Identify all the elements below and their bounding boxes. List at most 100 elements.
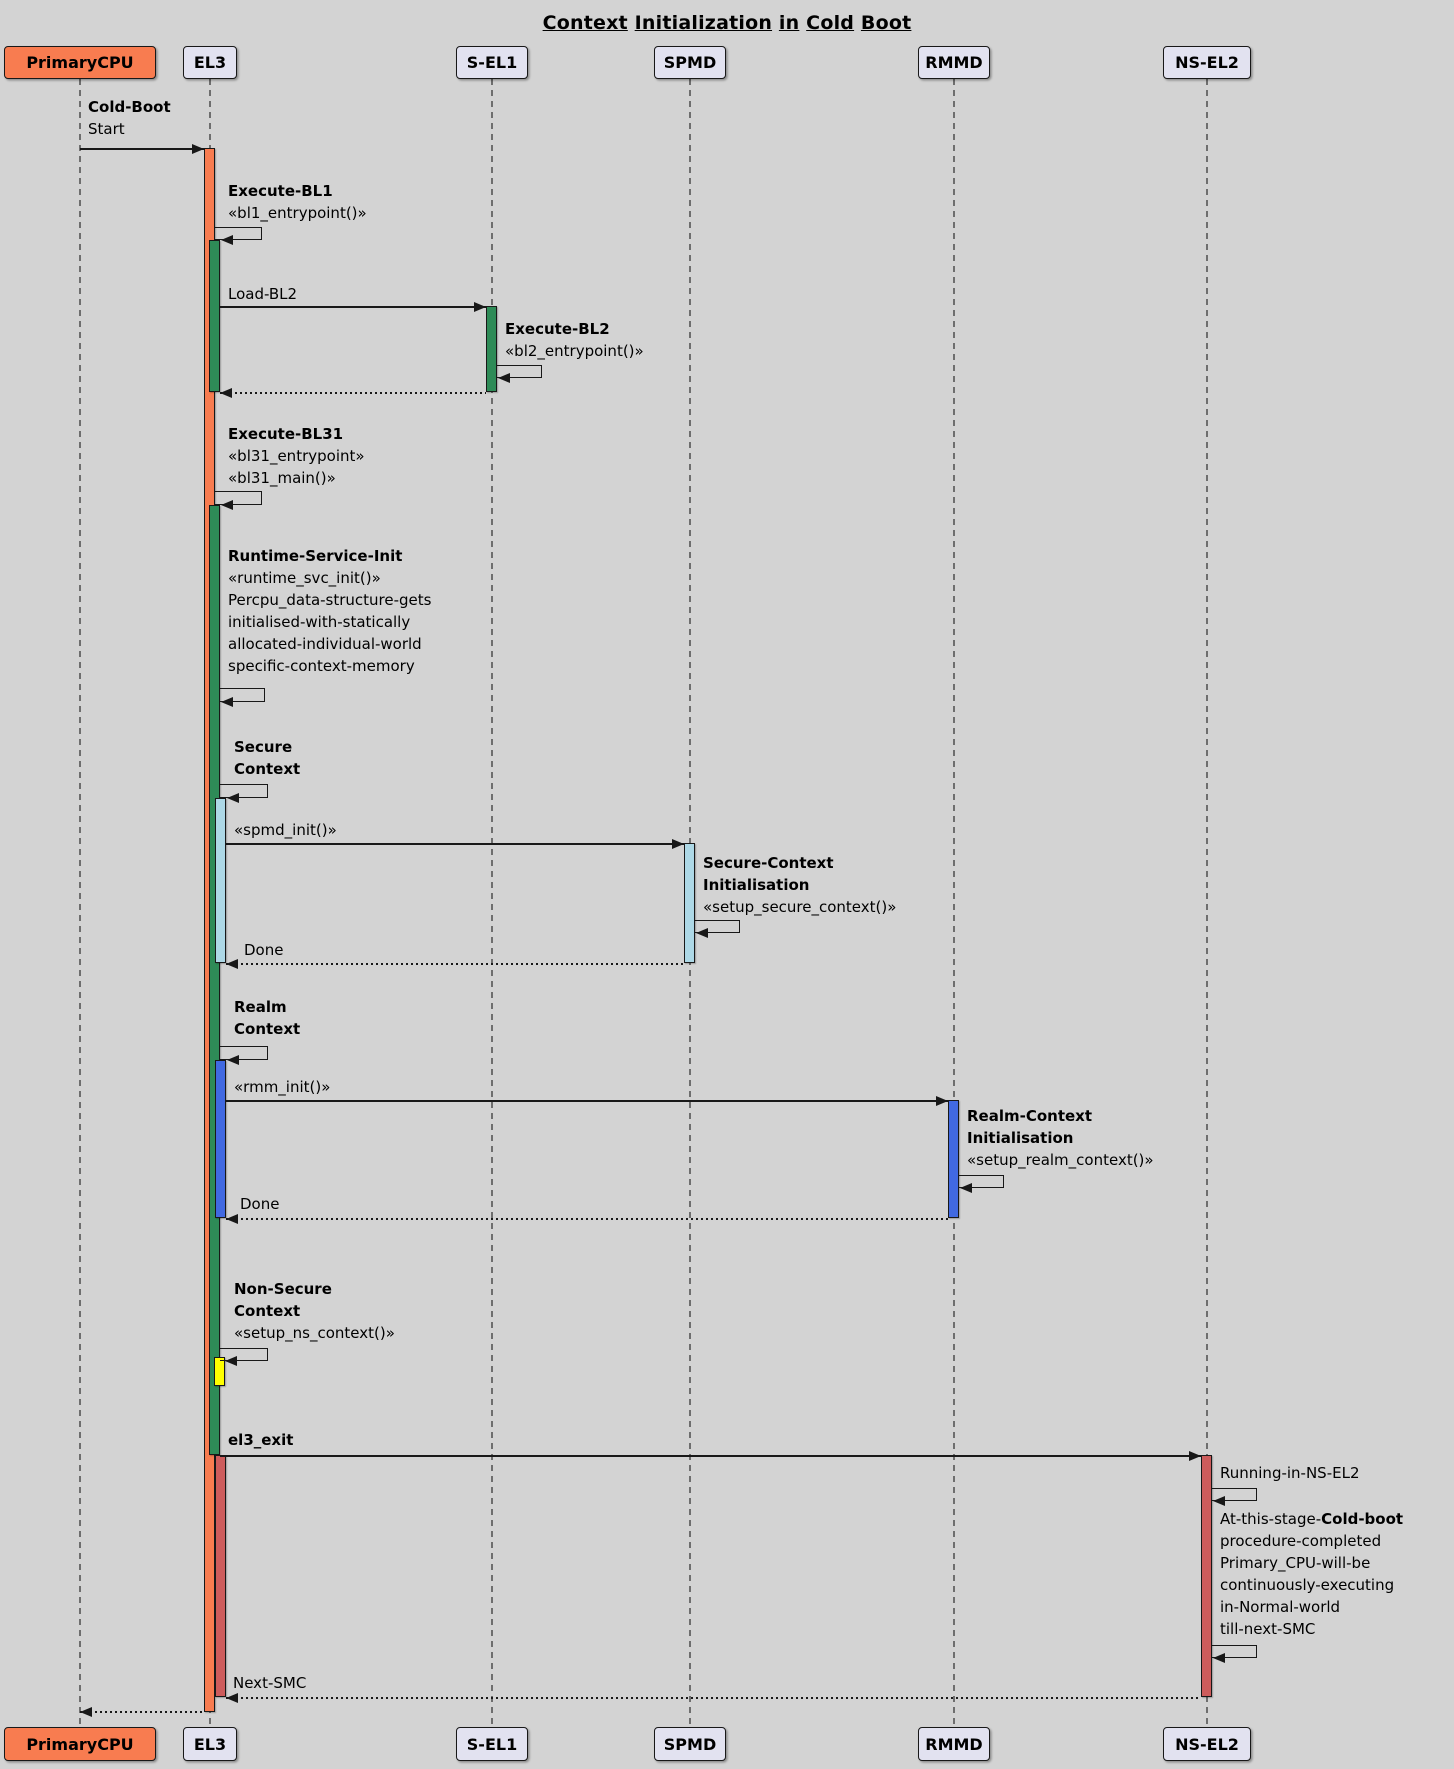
message-label-line: «bl31_main()»: [228, 467, 365, 489]
participant-label-rmmd: RMMD: [925, 1734, 983, 1754]
arrowhead-icon-secure-context-initialisation: [696, 928, 708, 938]
message-label-execute-bl1: Execute-BL1 «bl1_entrypoint()»: [228, 180, 367, 224]
message-label-line: Context: [234, 1018, 300, 1040]
message-label-text: continuously-executing: [1220, 1576, 1395, 1594]
activation-bar-el3-exit: [215, 1455, 226, 1697]
lifeline-primarycpu: [79, 79, 81, 1727]
participant-top-el3: EL3: [183, 46, 237, 79]
arrowhead-icon-realm-context: [227, 1055, 239, 1065]
message-label-text: Non-Secure: [234, 1280, 332, 1298]
message-label-text: Secure-Context: [703, 854, 834, 872]
arrowhead-icon-realm-context-initialisation: [960, 1183, 972, 1193]
arrowhead-icon-execute-bl1: [221, 235, 233, 245]
arrowhead-icon-rmmd-done: [226, 1213, 238, 1224]
message-label-text: Context: [234, 760, 301, 778]
message-label-text: initialised-with-statically: [228, 613, 411, 631]
participant-bottom-nsel2: NS-EL2: [1163, 1727, 1251, 1761]
message-label-text: Execute-BL2: [505, 320, 610, 338]
message-label-text: Cold-boot: [1321, 1510, 1404, 1528]
message-label-line: el3_exit: [228, 1429, 293, 1451]
message-label-line: Primary_CPU-will-be: [1220, 1552, 1403, 1574]
participant-label-rmmd: RMMD: [925, 53, 983, 72]
message-line-rmmd-done: [226, 1218, 948, 1220]
message-label-running-in-ns-el2: Running-in-NS-EL2: [1220, 1462, 1360, 1484]
arrowhead-icon-cold-boot-completed-note: [1213, 1653, 1225, 1663]
diagram-title-word: Boot: [860, 12, 912, 34]
diagram-title: Context Initialization in Cold Boot: [0, 12, 1454, 34]
message-label-line: Runtime-Service-Init: [228, 545, 431, 567]
message-label-line: Context: [234, 758, 300, 780]
arrowhead-icon-secure-context: [227, 793, 239, 803]
self-call-loop-execute-bl2: [497, 365, 542, 378]
message-label-secure-context: Secure Context: [234, 736, 300, 780]
participant-label-primarycpu: PrimaryCPU: [26, 53, 134, 72]
participant-bottom-primarycpu: PrimaryCPU: [4, 1727, 156, 1761]
participant-label-el3: EL3: [193, 1734, 227, 1754]
message-label-text: «bl31_entrypoint»: [228, 447, 365, 465]
participant-label-nsel2: NS-EL2: [1175, 1734, 1239, 1754]
message-label-text: Percpu_data-structure-gets: [228, 591, 432, 609]
participant-top-sel1: S-EL1: [456, 46, 528, 79]
participant-label-nsel2: NS-EL2: [1175, 53, 1239, 72]
message-label-text: «bl31_main()»: [228, 469, 336, 487]
message-label-text: «setup_realm_context()»: [967, 1151, 1154, 1169]
message-label-text: Next-SMC: [233, 1674, 307, 1692]
message-label-line: Percpu_data-structure-gets: [228, 589, 431, 611]
self-call-loop-secure-context-initialisation: [695, 920, 740, 933]
message-line-bl2-return: [220, 392, 486, 394]
activation-bar-spmd-secure-init: [684, 843, 695, 963]
diagram-title-word: Cold: [806, 12, 855, 34]
self-call-loop-secure-context: [220, 784, 268, 798]
message-label-line: «spmd_init()»: [234, 819, 337, 841]
message-label-text: in-Normal-world: [1220, 1598, 1341, 1616]
message-label-text: el3_exit: [228, 1431, 294, 1449]
message-label-line: Realm-Context: [967, 1105, 1154, 1127]
message-label-text: Running-in-NS-EL2: [1220, 1464, 1360, 1482]
activation-bar-el3-ns-ctx: [214, 1357, 225, 1386]
self-call-loop-realm-context: [220, 1046, 268, 1060]
message-label-text: Realm: [234, 998, 287, 1016]
message-label-line: initialised-with-statically: [228, 611, 431, 633]
message-label-line: Context: [234, 1300, 395, 1322]
arrowhead-icon-cold-boot-start: [192, 143, 204, 154]
arrowhead-icon-execute-bl2: [498, 373, 510, 383]
message-label-cold-boot-start: Cold-Boot Start: [88, 96, 171, 140]
message-label-text: Execute-BL1: [228, 182, 333, 200]
arrowhead-icon-load-bl2: [474, 301, 486, 312]
participant-top-nsel2: NS-EL2: [1163, 46, 1251, 79]
message-label-line: till-next-SMC: [1220, 1618, 1403, 1640]
self-call-loop-realm-context-initialisation: [959, 1175, 1004, 1188]
message-label-text: «setup_ns_context()»: [234, 1324, 395, 1342]
message-label-text: Done: [240, 1195, 280, 1213]
self-call-loop-running-in-ns-el2: [1212, 1488, 1257, 1501]
message-label-text: Initialisation: [703, 876, 810, 894]
message-label-text: Initialisation: [967, 1129, 1074, 1147]
message-label-load-bl2: Load-BL2: [228, 283, 297, 305]
message-label-text: Secure: [234, 738, 293, 756]
message-label-line: Done: [244, 939, 283, 961]
participant-top-spmd: SPMD: [654, 46, 726, 79]
arrowhead-icon-execute-bl31: [221, 500, 233, 510]
message-line-next-smc: [226, 1697, 1201, 1699]
message-label-rmmd-done: Done: [240, 1193, 279, 1215]
message-label-rmm-init: «rmm_init()»: [234, 1076, 330, 1098]
message-label-line: Execute-BL2: [505, 318, 644, 340]
message-label-line: «setup_ns_context()»: [234, 1322, 395, 1344]
message-label-text: «setup_secure_context()»: [703, 898, 897, 916]
message-label-line: «rmm_init()»: [234, 1076, 330, 1098]
message-label-spmd-init: «spmd_init()»: [234, 819, 337, 841]
message-label-text: Done: [244, 941, 284, 959]
activation-bar-el3-bl1: [209, 240, 220, 392]
participant-top-rmmd: RMMD: [918, 46, 990, 79]
message-line-rmm-init: [226, 1100, 948, 1102]
activation-bar-el3-realm-ctx: [215, 1060, 226, 1218]
activation-bar-el3-secure-ctx: [215, 798, 226, 963]
message-label-line: «bl1_entrypoint()»: [228, 202, 367, 224]
message-label-text: allocated-individual-world: [228, 635, 422, 653]
message-label-line: Load-BL2: [228, 283, 297, 305]
participant-top-primarycpu: PrimaryCPU: [4, 46, 156, 79]
lifeline-sel1: [491, 79, 493, 1727]
message-label-realm-context: Realm Context: [234, 996, 300, 1040]
lifeline-nsel2: [1206, 79, 1208, 1727]
